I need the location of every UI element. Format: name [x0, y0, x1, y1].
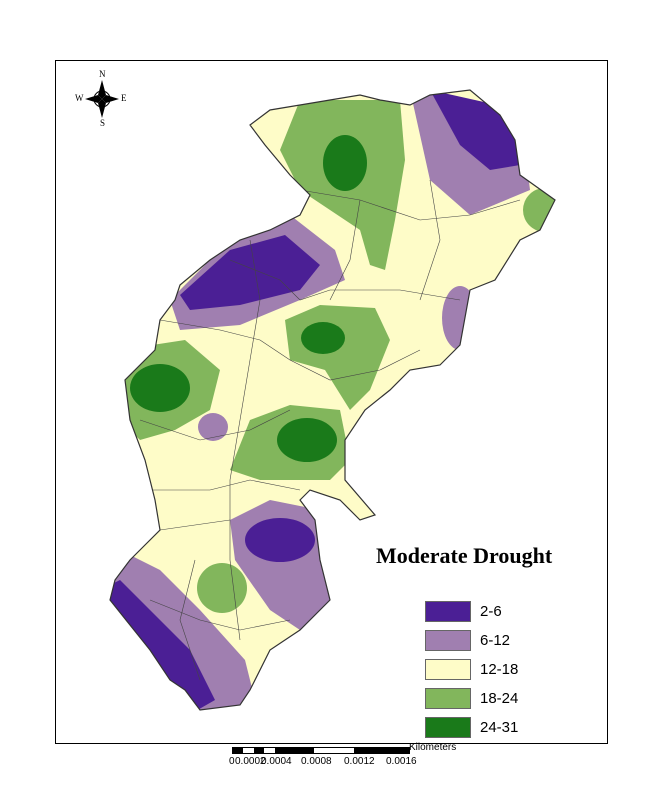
zone-24-31-north: [323, 135, 367, 191]
legend-swatch: [425, 688, 471, 709]
compass-w: W: [75, 93, 84, 103]
scale-tick: 0.0004: [261, 756, 292, 767]
scale-units: Kilometers: [409, 742, 457, 753]
legend-item: 18-24: [425, 684, 518, 713]
zone-2-6-south: [245, 518, 315, 562]
legend-label: 2-6: [480, 603, 502, 620]
district-boundaries: [139, 179, 521, 681]
zone-18-24-south: [197, 563, 247, 613]
legend-label: 18-24: [480, 690, 519, 707]
scale-bar-graphic: [232, 747, 410, 754]
scale-tick: 0.0002: [235, 756, 266, 767]
legend-swatch: [425, 630, 471, 651]
compass-rose-icon: [85, 80, 119, 118]
zone-24-31-west: [130, 364, 190, 412]
zone-24-31-south-central: [277, 418, 337, 462]
legend-label: 24-31: [480, 719, 519, 736]
legend-label: 12-18: [480, 661, 519, 678]
legend: 2-6 6-12 12-18 18-24 24-31: [425, 597, 518, 742]
zone-2-6-northwest: [180, 235, 320, 310]
zone-2-6-southwest: [110, 580, 215, 710]
map-frame: [55, 60, 608, 744]
scale-tick: 0: [229, 756, 235, 767]
legend-item: 6-12: [425, 626, 518, 655]
zone-24-31-central: [301, 322, 345, 354]
legend-swatch: [425, 717, 471, 738]
scale-tick: 0.0016: [386, 756, 417, 767]
scale-tick: 0.0012: [344, 756, 375, 767]
compass-e: E: [121, 93, 127, 103]
legend-item: 12-18: [425, 655, 518, 684]
legend-label: 6-12: [480, 632, 511, 649]
compass-n: N: [99, 69, 106, 79]
north-arrow: N S E W: [75, 69, 130, 128]
legend-item: 2-6: [425, 597, 518, 626]
zone-18-24-east: [523, 188, 555, 232]
compass-s: S: [100, 118, 106, 128]
legend-item: 24-31: [425, 713, 518, 742]
zone-6-12-center-west: [198, 413, 228, 441]
zone-6-12-east: [442, 286, 478, 350]
scale-tick: 0.0008: [301, 756, 332, 767]
legend-swatch: [425, 659, 471, 680]
legend-swatch: [425, 601, 471, 622]
map-title: Moderate Drought: [376, 543, 553, 568]
